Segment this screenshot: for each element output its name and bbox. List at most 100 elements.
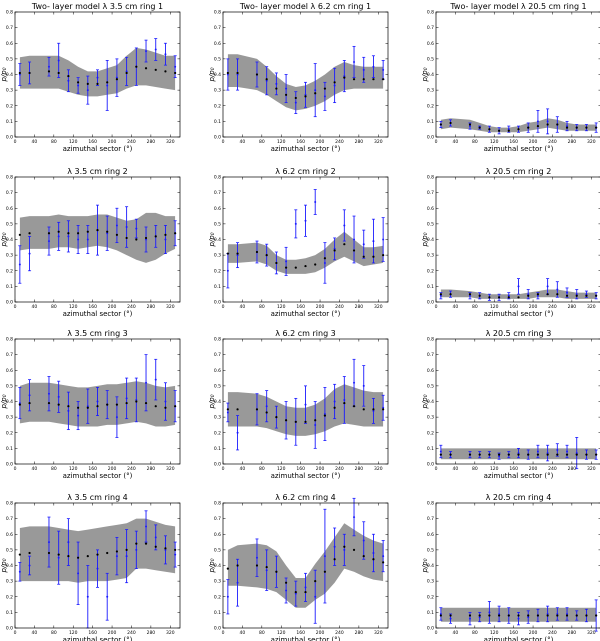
model-point [439, 123, 442, 126]
observed-point [566, 291, 569, 294]
y-tick-label: 0.1 [214, 284, 221, 290]
y-tick-label: 0.6 [214, 206, 221, 212]
observed-point [323, 555, 326, 558]
observed-point [314, 89, 317, 92]
model-point [18, 553, 21, 556]
model-point [595, 614, 598, 617]
model-point [546, 293, 549, 296]
x-axis-label: azimuthal sector (°) [484, 472, 554, 480]
model-point [517, 128, 520, 131]
observed-point [566, 125, 569, 128]
x-tick-label: 280 [355, 630, 364, 636]
model-point [439, 614, 442, 617]
chart-title: Two- layer model λ 20.5 cm ring 1 [449, 2, 586, 11]
model-point [174, 405, 177, 408]
observed-point [115, 416, 118, 419]
model-point [18, 403, 21, 406]
observed-point [468, 294, 471, 297]
observed-point [18, 73, 21, 76]
y-tick-label: 0.7 [214, 25, 221, 31]
observed-point [164, 400, 167, 403]
observed-point [57, 395, 60, 398]
model-point [352, 249, 356, 252]
y-tick-label: 0.5 [6, 221, 13, 227]
observed-point [265, 405, 268, 408]
x-tick-label: 160 [296, 466, 305, 472]
observed-point [314, 201, 317, 203]
model-point [468, 614, 472, 617]
y-tick-label: 0.3 [6, 415, 13, 421]
observed-point [57, 556, 60, 559]
x-tick-label: 240 [548, 466, 557, 472]
model-point [314, 580, 317, 583]
model-point [565, 294, 569, 297]
model-point [265, 411, 268, 414]
y-tick-label: 0.7 [427, 352, 434, 358]
model-point [255, 564, 259, 567]
model-point [314, 263, 317, 266]
y-tick-label: 0.2 [214, 103, 221, 109]
observed-point [304, 403, 307, 406]
model-point [47, 551, 51, 555]
y-tick-label: 0.3 [6, 579, 13, 585]
model-point [497, 453, 501, 456]
x-tick-label: 40 [240, 139, 246, 145]
model-point [362, 255, 365, 258]
model-point [449, 614, 452, 617]
model-point [284, 419, 288, 422]
observed-point [174, 553, 177, 556]
observed-point [275, 82, 278, 85]
x-tick-label: 160 [88, 304, 97, 310]
model-point [439, 453, 442, 456]
observed-point [135, 398, 138, 401]
x-tick-label: 120 [490, 304, 499, 310]
x-tick-label: 200 [316, 630, 325, 636]
y-tick-label: 0.6 [214, 532, 221, 538]
model-point [106, 551, 109, 555]
y-tick-label: 0.4 [6, 563, 13, 569]
observed-point [536, 294, 539, 297]
chart-panel: Two- layer model λ 20.5 cm ring 1 0 40 80 12… [421, 2, 600, 153]
x-tick-label: 120 [69, 630, 78, 636]
model-point [439, 293, 442, 296]
y-tick-label: 0.6 [6, 41, 13, 47]
x-tick-label: 120 [490, 139, 499, 145]
y-tick-label: 0.1 [427, 446, 434, 452]
x-tick-label: 320 [166, 630, 175, 636]
model-point [47, 232, 51, 235]
y-tick-label: 0.8 [6, 337, 13, 343]
x-tick-label: 0 [14, 304, 17, 310]
x-tick-label: 200 [108, 139, 117, 145]
x-tick-label: 120 [69, 304, 78, 310]
model-point [144, 236, 148, 240]
model-point [507, 129, 510, 132]
x-tick-label: 280 [147, 466, 156, 472]
x-tick-label: 240 [127, 304, 136, 310]
model-point [595, 294, 598, 297]
observed-point [164, 548, 167, 551]
y-tick-label: 0.7 [6, 352, 13, 358]
observed-point [67, 541, 70, 544]
model-point [275, 570, 278, 573]
model-point [527, 614, 530, 617]
chart-title: λ 6.2 cm ring 3 [275, 329, 336, 338]
observed-point [18, 263, 21, 266]
observed-point [439, 294, 442, 297]
model-point [265, 565, 268, 569]
model-point [18, 71, 21, 75]
model-point [536, 453, 540, 456]
y-tick-label: 0.5 [214, 221, 221, 227]
model-point [28, 551, 31, 555]
observed-point [323, 95, 326, 98]
observed-point [96, 400, 99, 403]
observed-point [154, 378, 157, 381]
model-point [304, 95, 307, 98]
x-tick-label: 160 [509, 466, 518, 472]
y-tick-label: 0.8 [427, 10, 434, 16]
y-tick-label: 0.0 [427, 300, 434, 306]
x-tick-label: 280 [355, 466, 364, 472]
observed-point [323, 413, 326, 415]
model-point [362, 408, 365, 411]
model-point [76, 81, 80, 84]
observed-point [125, 70, 128, 73]
